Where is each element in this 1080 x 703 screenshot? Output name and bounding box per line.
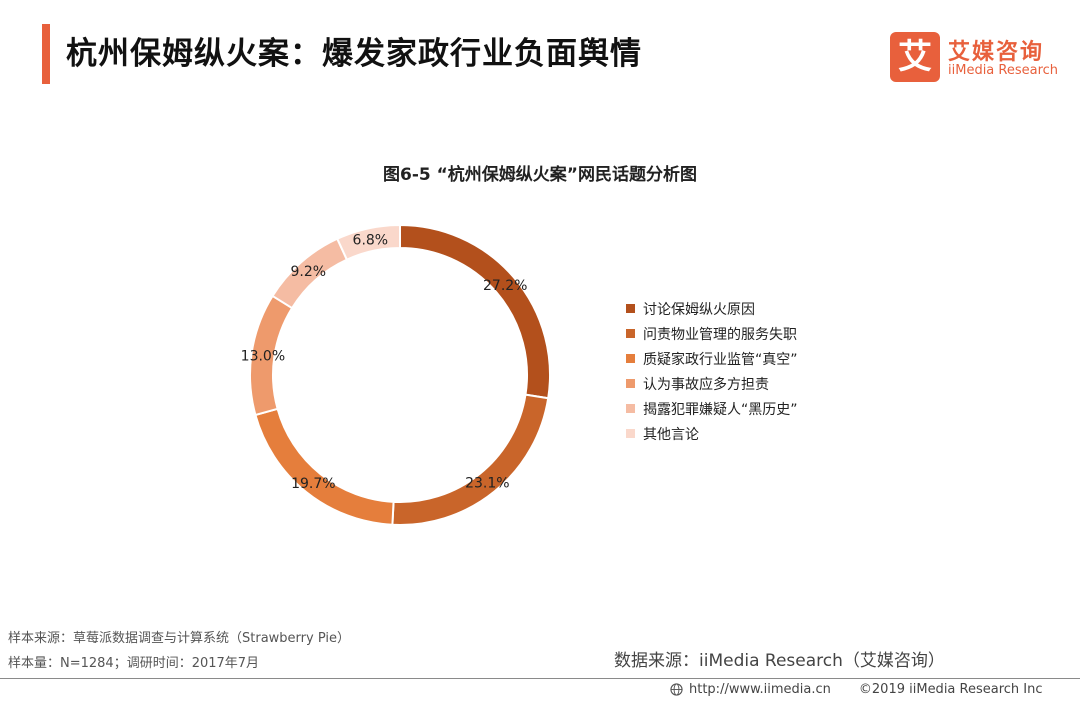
legend-item: 问责物业管理的服务失职 [626,321,798,346]
footer: http://www.iimedia.cn ©2019 iiMedia Rese… [670,682,1043,697]
legend-label: 揭露犯罪嫌疑人“黑历史” [643,401,798,418]
donut-slice [391,393,550,526]
logo: 艾 艾媒咨询 iiMedia Research [890,32,1060,82]
legend-swatch [626,304,635,313]
legend-item: 讨论保姆纵火原因 [626,296,798,321]
slice-data-label: 19.7% [291,476,335,492]
slice-data-label: 6.8% [353,233,389,249]
legend-label: 问责物业管理的服务失职 [643,326,797,343]
data-source: 数据来源：iiMedia Research（艾媒咨询） [614,651,945,671]
legend-swatch [626,429,635,438]
footer-divider [0,678,1080,679]
chart-legend: 讨论保姆纵火原因问责物业管理的服务失职 质疑家政行业监管“真空” 认为事故应多方担责… [626,296,798,446]
legend-swatch [626,329,635,338]
legend-item: 揭露犯罪嫌疑人“黑历史” [626,396,798,421]
legend-swatch [626,404,635,413]
donut-slice [335,223,401,261]
slice-data-label: 13.0% [241,348,285,364]
legend-item: 认为事故应多方担责 [626,371,798,396]
logo-mark: 艾 [890,32,940,82]
sample-source-note: 样本来源：草莓派数据调查与计算系统（Strawberry Pie） [8,631,350,646]
legend-swatch [626,379,635,388]
slice-data-label: 9.2% [291,264,327,280]
legend-item: 质疑家政行业监管“真空” [626,346,798,371]
title-accent-bar [42,24,50,84]
globe-icon [670,683,683,696]
page-title: 杭州保姆纵火案：爆发家政行业负面舆情 [66,36,642,72]
footer-copyright: ©2019 iiMedia Research Inc [858,682,1043,697]
footer-url[interactable]: http://www.iimedia.cn [689,682,831,697]
sample-size-note: 样本量：N=1284；调研时间：2017年7月 [8,656,260,671]
sample-notes: 样本来源：草莓派数据调查与计算系统（Strawberry Pie） 样本量：N=… [8,626,350,676]
donut-chart: 27.2% 23.1% 19.7% 13.0% 9.2% 6.8% [241,223,551,526]
slice-data-label: 23.1% [465,475,509,491]
legend-item: 其他言论 [626,421,798,446]
donut-slice [254,407,395,526]
slice-data-label: 27.2% [483,278,527,294]
donut-slice [399,223,551,400]
legend-label: 质疑家政行业监管“真空” [643,351,798,368]
legend-swatch [626,354,635,363]
legend-label: 其他言论 [643,426,699,443]
legend-label: 认为事故应多方担责 [643,376,769,393]
chart-title: 图6-5 “杭州保姆纵火案”网民话题分析图 [383,165,697,185]
logo-name-en: iiMedia Research [948,63,1059,78]
legend-label: 讨论保姆纵火原因 [643,301,755,318]
logo-name-cn: 艾媒咨询 [948,40,1045,65]
